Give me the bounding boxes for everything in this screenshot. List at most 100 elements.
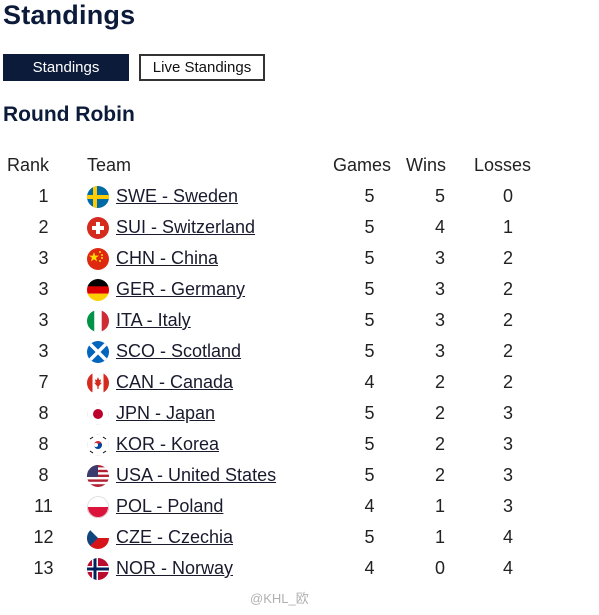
- flag-usa-icon: [87, 464, 109, 487]
- team-link[interactable]: SWE - Sweden: [116, 186, 239, 206]
- flag-poland-icon: [87, 495, 109, 518]
- games-cell: 5: [364, 217, 375, 237]
- games-cell: 5: [364, 186, 375, 206]
- table-row: 2 SUI - Switzerland 5 4 1: [0, 212, 542, 243]
- rank-cell: 13: [33, 558, 54, 578]
- header-rank: Rank: [7, 155, 50, 175]
- team-link[interactable]: GER - Germany: [116, 279, 246, 299]
- rank-cell: 1: [38, 186, 49, 206]
- team-cell: SCO - Scotland: [87, 336, 333, 367]
- team-cell: CHN - China: [87, 243, 333, 274]
- header-games: Games: [333, 155, 392, 175]
- table-row: 1 SWE - Sweden 5 5 0: [0, 181, 542, 212]
- losses-cell: 2: [502, 310, 513, 330]
- table-header-row: Rank Team Games Wins Losses: [0, 150, 542, 181]
- losses-cell: 2: [502, 279, 513, 299]
- rank-cell: 11: [34, 496, 53, 516]
- team-cell: SUI - Switzerland: [87, 212, 333, 243]
- flag-sweden-icon: [87, 185, 109, 208]
- team-link[interactable]: CHN - China: [116, 248, 219, 268]
- table-row: 3 GER - Germany 5 3 2: [0, 274, 542, 305]
- losses-cell: 4: [502, 558, 513, 578]
- team-cell: GER - Germany: [87, 274, 333, 305]
- losses-cell: 0: [502, 186, 513, 206]
- losses-cell: 2: [502, 248, 513, 268]
- wins-cell: 2: [434, 372, 445, 392]
- table-row: 7 CAN - Canada 4 2 2: [0, 367, 542, 398]
- table-row: 3 ITA - Italy 5 3 2: [0, 305, 542, 336]
- games-cell: 5: [364, 341, 375, 361]
- table-row: 3 CHN - China 5 3 2: [0, 243, 542, 274]
- games-cell: 5: [364, 527, 375, 547]
- rank-cell: 3: [38, 310, 49, 330]
- losses-cell: 2: [502, 372, 513, 392]
- flag-japan-icon: [87, 402, 109, 425]
- tab-bar: Standings Live Standings: [3, 54, 265, 81]
- games-cell: 5: [364, 310, 375, 330]
- team-link[interactable]: JPN - Japan: [116, 403, 216, 423]
- team-link[interactable]: NOR - Norway: [116, 558, 234, 578]
- rank-cell: 2: [38, 217, 49, 237]
- wins-cell: 3: [434, 341, 445, 361]
- flag-scotland-icon: [87, 340, 109, 363]
- team-cell: NOR - Norway: [87, 553, 333, 584]
- losses-cell: 1: [502, 217, 513, 237]
- rank-cell: 3: [38, 341, 49, 361]
- flag-korea-icon: [87, 433, 109, 456]
- wins-cell: 3: [434, 248, 445, 268]
- table-row: 8 USA - United States 5 2 3: [0, 460, 542, 491]
- rank-cell: 7: [38, 372, 49, 392]
- table-row: 8 JPN - Japan 5 2 3: [0, 398, 542, 429]
- team-link[interactable]: SUI - Switzerland: [116, 217, 256, 237]
- wins-cell: 0: [434, 558, 445, 578]
- tab-standings[interactable]: Standings: [3, 54, 129, 81]
- wins-cell: 2: [434, 403, 445, 423]
- games-cell: 5: [364, 434, 375, 454]
- team-link[interactable]: CZE - Czechia: [116, 527, 234, 547]
- section-title: Round Robin: [3, 103, 135, 126]
- header-wins: Wins: [406, 155, 446, 175]
- table-row: 3 SCO - Scotland 5 3 2: [0, 336, 542, 367]
- table-row: 11 POL - Poland 4 1 3: [0, 491, 542, 522]
- tab-live-standings[interactable]: Live Standings: [139, 54, 265, 81]
- wins-cell: 1: [434, 496, 445, 516]
- games-cell: 5: [364, 248, 375, 268]
- wins-cell: 2: [434, 465, 445, 485]
- standings-table: Rank Team Games Wins Losses 1 SWE - Swede…: [0, 150, 542, 584]
- losses-cell: 3: [502, 434, 513, 454]
- team-cell: SWE - Sweden: [87, 181, 333, 212]
- team-cell: USA - United States: [87, 460, 333, 491]
- team-link[interactable]: ITA - Italy: [116, 310, 191, 330]
- games-cell: 5: [364, 279, 375, 299]
- flag-china-icon: [87, 247, 109, 270]
- flag-germany-icon: [87, 278, 109, 301]
- rank-cell: 3: [38, 279, 49, 299]
- team-link[interactable]: CAN - Canada: [116, 372, 234, 392]
- team-cell: JPN - Japan: [87, 398, 333, 429]
- rank-cell: 3: [38, 248, 49, 268]
- header-losses: Losses: [474, 155, 532, 175]
- team-link[interactable]: POL - Poland: [116, 496, 224, 516]
- rank-cell: 8: [38, 434, 49, 454]
- rank-cell: 12: [33, 527, 54, 547]
- flag-italy-icon: [87, 309, 109, 332]
- team-cell: KOR - Korea: [87, 429, 333, 460]
- page-title: Standings: [3, 0, 136, 30]
- team-link[interactable]: SCO - Scotland: [116, 341, 242, 361]
- losses-cell: 4: [502, 527, 513, 547]
- table-row: 12 CZE - Czechia 5 1 4: [0, 522, 542, 553]
- losses-cell: 3: [502, 403, 513, 423]
- wins-cell: 3: [434, 310, 445, 330]
- games-cell: 4: [364, 496, 375, 516]
- team-link[interactable]: KOR - Korea: [116, 434, 220, 454]
- losses-cell: 3: [502, 465, 513, 485]
- wins-cell: 2: [434, 434, 445, 454]
- team-cell: POL - Poland: [87, 491, 333, 522]
- flag-switzerland-icon: [87, 216, 109, 239]
- team-link[interactable]: USA - United States: [116, 465, 277, 485]
- team-cell: ITA - Italy: [87, 305, 333, 336]
- watermark: @KHL_欧: [250, 591, 309, 606]
- flag-norway-icon: [87, 557, 109, 580]
- losses-cell: 3: [502, 496, 513, 516]
- games-cell: 5: [364, 465, 375, 485]
